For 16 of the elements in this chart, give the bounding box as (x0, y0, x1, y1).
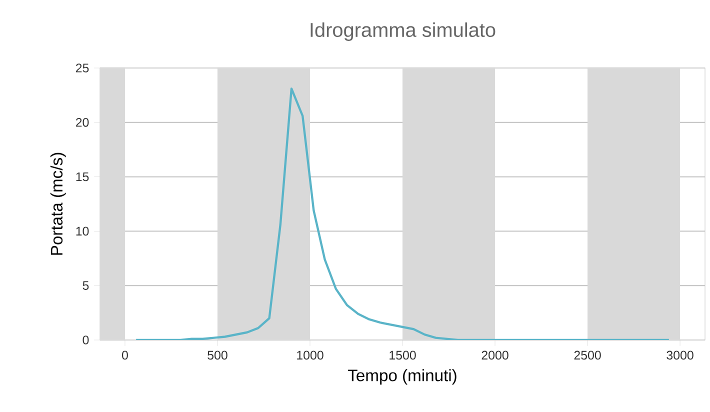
x-tick-label: 500 (208, 350, 228, 360)
x-tick-label: 3000 (666, 350, 694, 360)
y-axis-title: Portata (mc/s) (50, 152, 66, 255)
y-tick-label: 15 (76, 172, 89, 182)
chart-title: Idrogramma simulato (310, 22, 496, 41)
x-tick-label: 2000 (482, 350, 508, 360)
x-tick-label: 1000 (297, 350, 324, 360)
y-tick-label: 25 (76, 64, 89, 72)
y-tick-label: 10 (76, 226, 89, 236)
x-axis-title: Tempo (minuti) (348, 369, 456, 385)
y-tick-label: 5 (82, 281, 89, 290)
y-tick-label: 20 (76, 118, 89, 127)
y-tick-label: 0 (82, 336, 89, 344)
x-tick-label: 1500 (390, 350, 416, 360)
x-tick-label: 0 (122, 350, 128, 360)
x-tick-label: 2500 (574, 350, 601, 360)
